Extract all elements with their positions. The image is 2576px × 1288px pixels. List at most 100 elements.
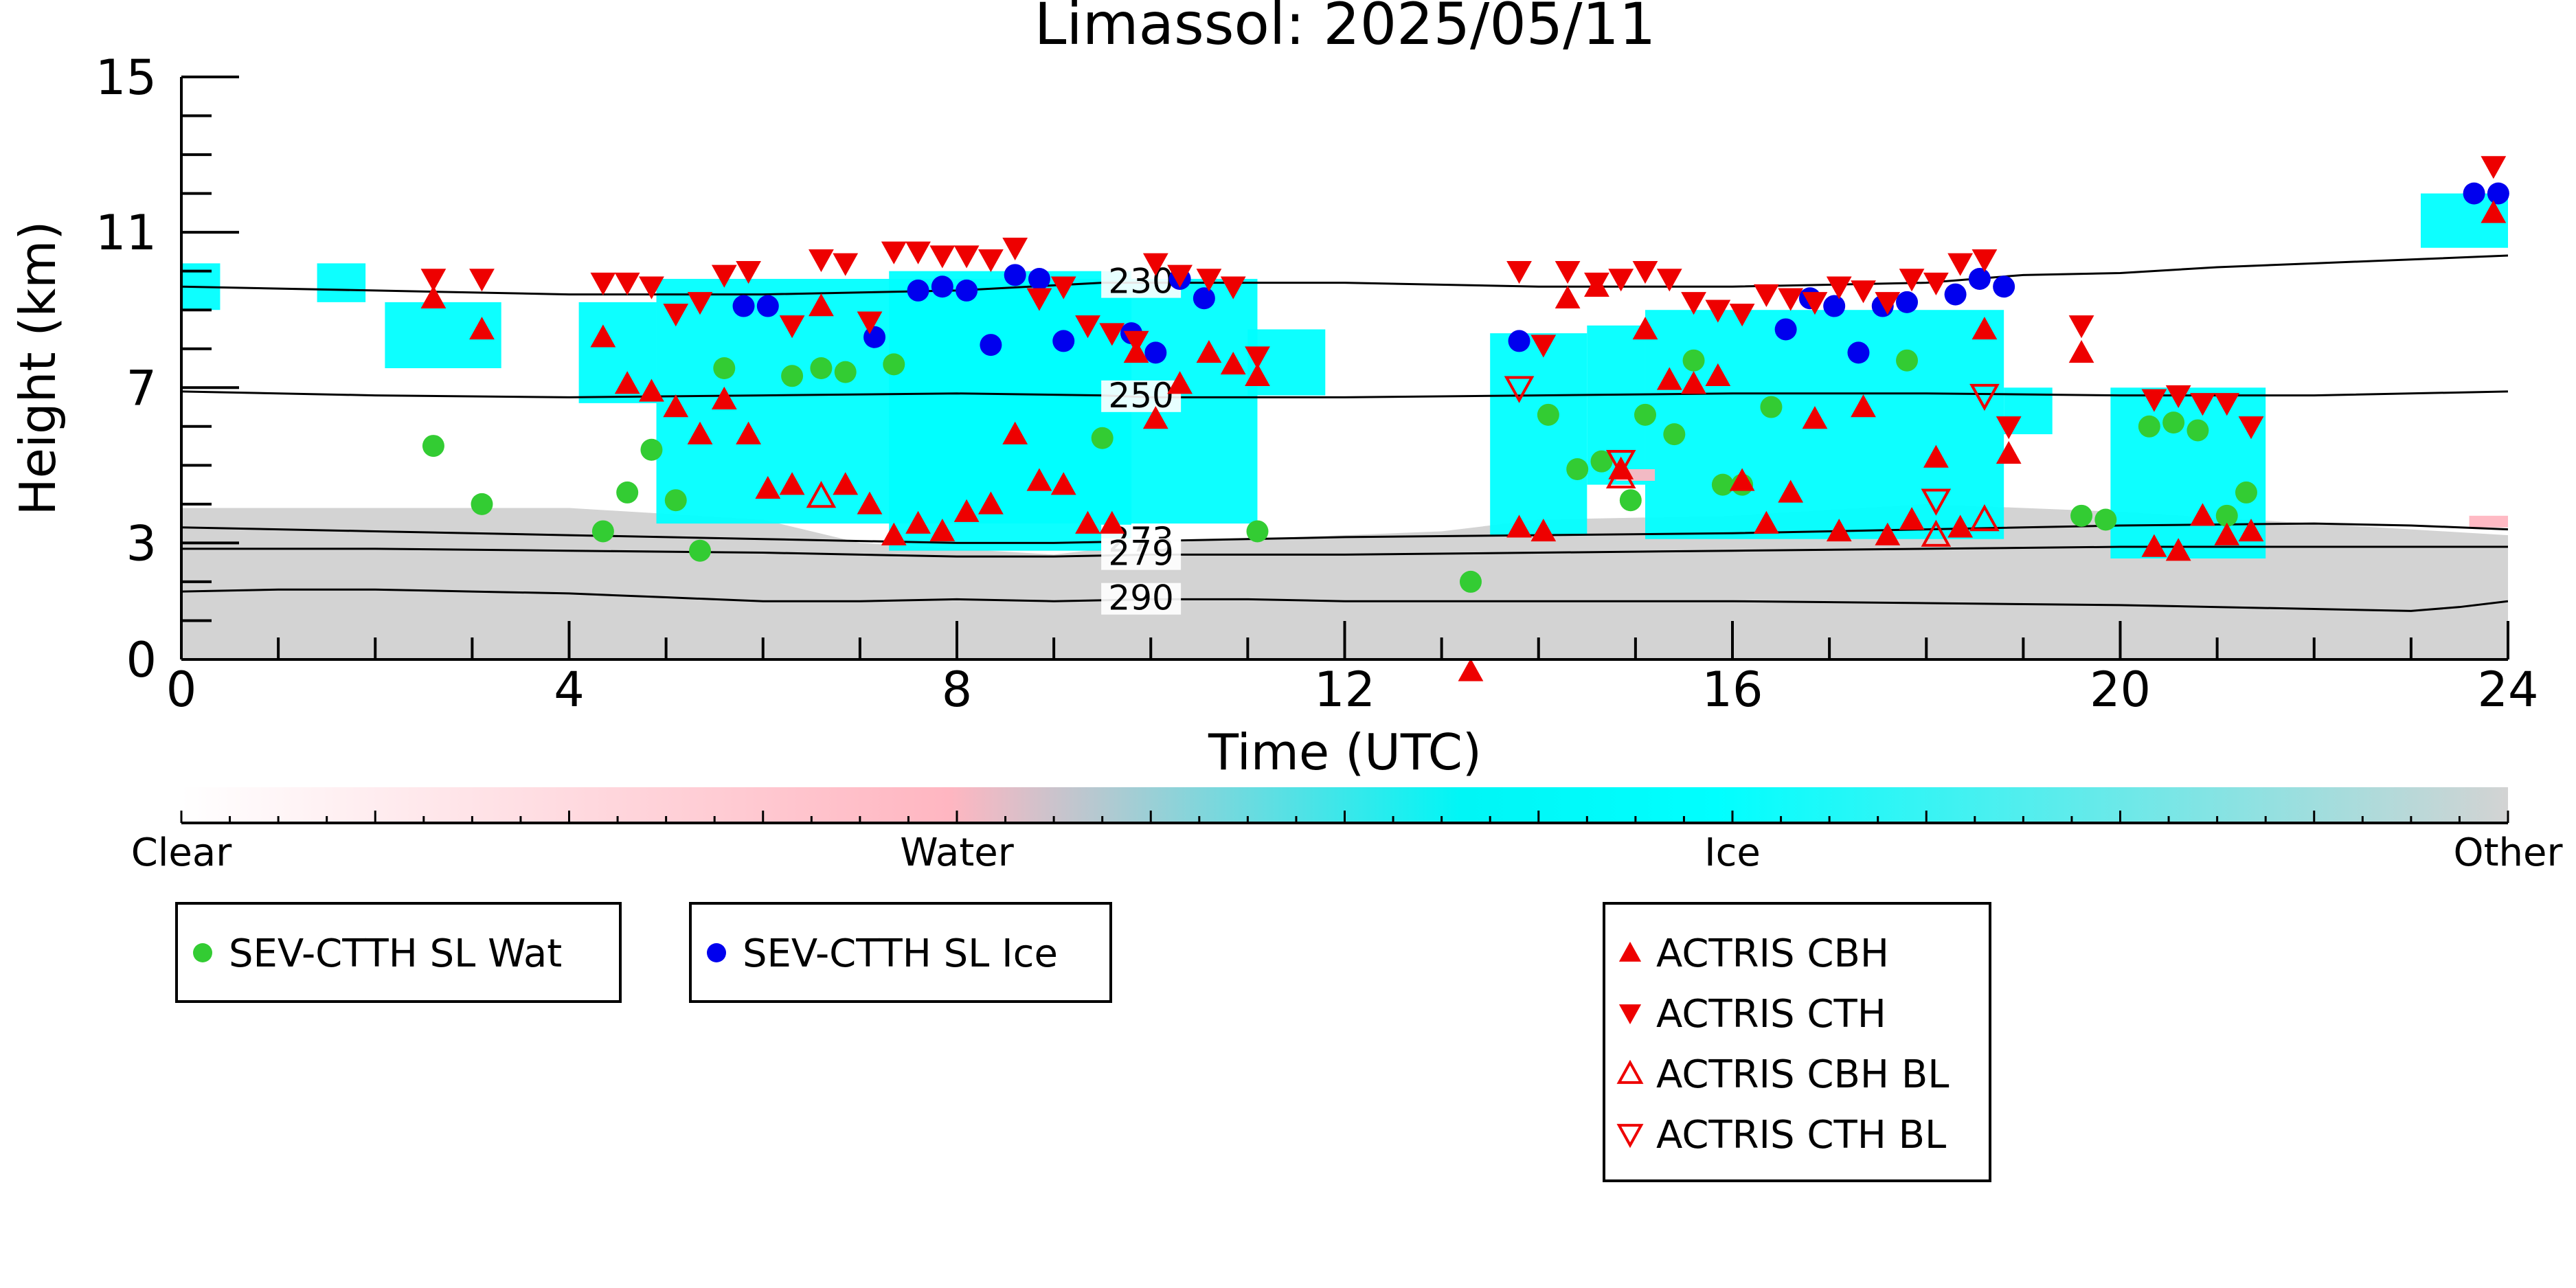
data-point	[711, 264, 737, 288]
y-tick-label: 3	[126, 515, 157, 572]
colorbar-label: Water	[900, 831, 1015, 875]
data-point	[810, 357, 833, 379]
contour-label: 290	[1108, 578, 1173, 618]
y-axis-label: Height (km)	[9, 221, 67, 516]
legend-label: SEV-CTTH SL Ice	[743, 931, 1058, 976]
data-point	[1555, 260, 1581, 284]
contour-label-bg	[1101, 538, 1182, 570]
data-point	[1681, 292, 1706, 315]
data-point	[2068, 315, 2094, 339]
data-point	[1050, 276, 1076, 300]
data-point	[2162, 411, 2185, 434]
data-point	[1566, 457, 1589, 480]
data-point	[713, 357, 736, 379]
data-point	[978, 249, 1004, 273]
data-point	[833, 472, 859, 495]
x-tick-label: 0	[166, 662, 197, 718]
data-point	[2187, 419, 2209, 442]
data-point	[1634, 403, 1656, 426]
data-point	[1590, 450, 1613, 473]
data-point	[1608, 269, 1634, 292]
data-point	[978, 491, 1004, 515]
data-point	[809, 249, 834, 273]
data-point	[471, 493, 493, 515]
data-point	[1996, 416, 2022, 440]
data-point	[2238, 416, 2264, 440]
data-point	[1004, 264, 1026, 286]
data-point	[736, 421, 761, 444]
data-point	[1996, 440, 2022, 464]
contour-label: 250	[1108, 376, 1173, 416]
data-point	[1220, 351, 1246, 375]
data-point	[1681, 371, 1706, 394]
data-point	[834, 361, 857, 383]
data-point	[2238, 519, 2264, 542]
data-point	[1619, 489, 1642, 512]
contour-label: 230	[1108, 262, 1173, 302]
data-point	[1851, 280, 1876, 304]
data-point	[1711, 473, 1734, 496]
legend-marker	[1616, 1059, 1644, 1084]
legend-frame	[175, 902, 622, 1003]
legend-marker	[1618, 1004, 1642, 1025]
contour-label-bg	[1101, 583, 1182, 615]
data-point	[1075, 510, 1100, 534]
contour-line	[181, 254, 2508, 296]
data-point	[1969, 383, 2000, 411]
region-water	[2469, 515, 2508, 528]
x-tick-label: 4	[554, 662, 585, 718]
data-point	[1969, 504, 2000, 532]
data-point	[2235, 481, 2257, 504]
data-point	[1875, 522, 1901, 545]
data-point	[881, 241, 907, 264]
data-point	[1753, 284, 1779, 307]
legend-label: ACTRIS CBH	[1656, 931, 1889, 976]
data-point	[2138, 415, 2160, 438]
data-point	[1663, 423, 1686, 446]
x-tick-label: 8	[942, 662, 973, 718]
data-point	[857, 491, 883, 515]
region-ice	[2110, 387, 2266, 559]
data-point	[1656, 367, 1682, 390]
data-point	[931, 275, 953, 298]
data-point	[1753, 510, 1779, 534]
data-point	[1971, 249, 1998, 273]
data-point	[1847, 341, 1870, 364]
data-point	[905, 241, 931, 264]
data-point	[422, 435, 444, 457]
data-point	[1896, 291, 1919, 313]
contour-label: 279	[1108, 534, 1173, 574]
contour-line	[181, 390, 2508, 398]
chart-title: Limassol: 2025/05/11	[1035, 0, 1656, 58]
data-point	[469, 269, 495, 292]
data-point	[2463, 182, 2485, 205]
data-point	[663, 304, 689, 327]
y-tick-label: 7	[126, 360, 157, 416]
data-point	[2481, 156, 2507, 179]
data-point	[1947, 515, 1974, 538]
data-point	[1506, 515, 1532, 538]
data-point	[664, 489, 687, 512]
data-point	[1167, 264, 1193, 288]
region-ice	[317, 263, 366, 302]
data-point	[1196, 269, 1222, 292]
data-point	[1220, 276, 1246, 300]
x-tick-label: 16	[1702, 662, 1763, 718]
data-point	[1530, 519, 1557, 542]
data-point	[1993, 275, 2015, 298]
data-point	[1028, 267, 1050, 290]
data-point	[736, 260, 761, 284]
legend-marker	[1618, 941, 1642, 962]
data-point	[2068, 339, 2094, 363]
data-point	[953, 499, 980, 522]
data-point	[1584, 272, 1609, 296]
colorbar-label: Clear	[131, 831, 232, 875]
marker-layer	[420, 156, 2509, 681]
data-point	[591, 520, 614, 543]
data-point	[640, 438, 663, 461]
data-point	[639, 379, 664, 402]
data-point	[1506, 260, 1532, 284]
legend-label: SEV-CTTH SL Wat	[229, 931, 562, 976]
data-point	[755, 475, 781, 499]
data-point	[1947, 253, 1974, 276]
